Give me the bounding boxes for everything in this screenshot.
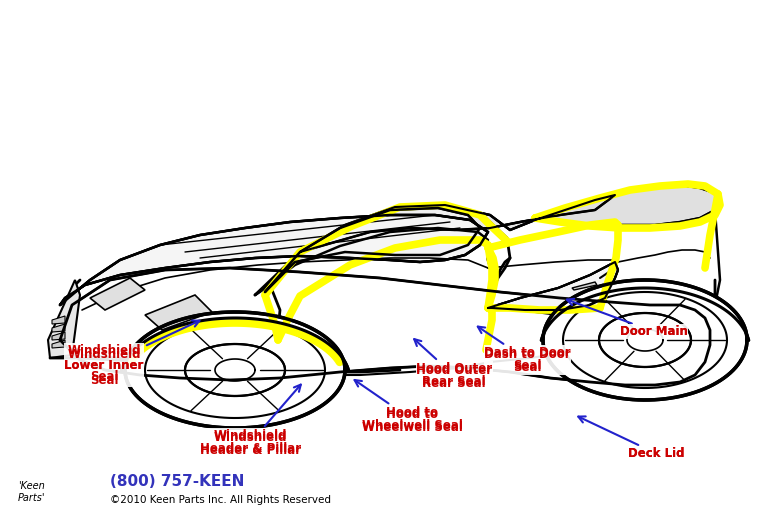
Polygon shape [52, 332, 65, 340]
Text: Hood to: Hood to [386, 408, 438, 421]
Text: Wheelwell Seal: Wheelwell Seal [361, 419, 463, 431]
Text: 'Keen
Parts': 'Keen Parts' [18, 481, 45, 503]
Text: Windshield: Windshield [67, 348, 141, 361]
Polygon shape [60, 215, 488, 305]
Polygon shape [60, 268, 710, 385]
Polygon shape [265, 208, 480, 292]
Text: Dash to Door: Dash to Door [484, 348, 571, 361]
Polygon shape [572, 282, 597, 290]
Text: Header & Pillar: Header & Pillar [199, 442, 301, 455]
Text: Deck Lid: Deck Lid [628, 447, 684, 460]
Text: Windshield: Windshield [213, 431, 287, 444]
Text: Windshield
Header & Pillar: Windshield Header & Pillar [199, 384, 301, 457]
Text: Seal: Seal [513, 359, 542, 372]
Text: Hood Outer: Hood Outer [417, 364, 492, 377]
Text: Seal: Seal [89, 370, 119, 383]
Polygon shape [145, 295, 212, 330]
Text: Lower Inner: Lower Inner [64, 358, 144, 372]
Text: Dash to Door
Seal: Dash to Door Seal [478, 327, 571, 374]
Text: Door Main: Door Main [567, 299, 688, 338]
Text: ©2010 Keen Parts Inc. All Rights Reserved: ©2010 Keen Parts Inc. All Rights Reserve… [110, 495, 331, 505]
Polygon shape [543, 280, 747, 400]
Polygon shape [52, 316, 65, 324]
Polygon shape [52, 340, 65, 348]
Polygon shape [90, 278, 145, 310]
Polygon shape [599, 313, 691, 367]
Polygon shape [48, 280, 80, 358]
Polygon shape [535, 185, 720, 225]
Text: Deck Lid: Deck Lid [578, 416, 684, 460]
Text: Rear Seal: Rear Seal [423, 375, 486, 387]
Text: Door Main: Door Main [620, 325, 688, 338]
Polygon shape [300, 195, 615, 252]
Polygon shape [125, 312, 345, 428]
Polygon shape [52, 324, 65, 332]
Polygon shape [185, 344, 285, 396]
Polygon shape [488, 262, 618, 310]
Text: Hood Outer
Rear Seal: Hood Outer Rear Seal [414, 339, 492, 390]
Text: Windshield
Lower Inner
Seal: Windshield Lower Inner Seal [64, 321, 199, 387]
Text: Hood to
Wheelwell Seal: Hood to Wheelwell Seal [354, 380, 463, 434]
Text: (800) 757-KEEN: (800) 757-KEEN [110, 474, 244, 490]
